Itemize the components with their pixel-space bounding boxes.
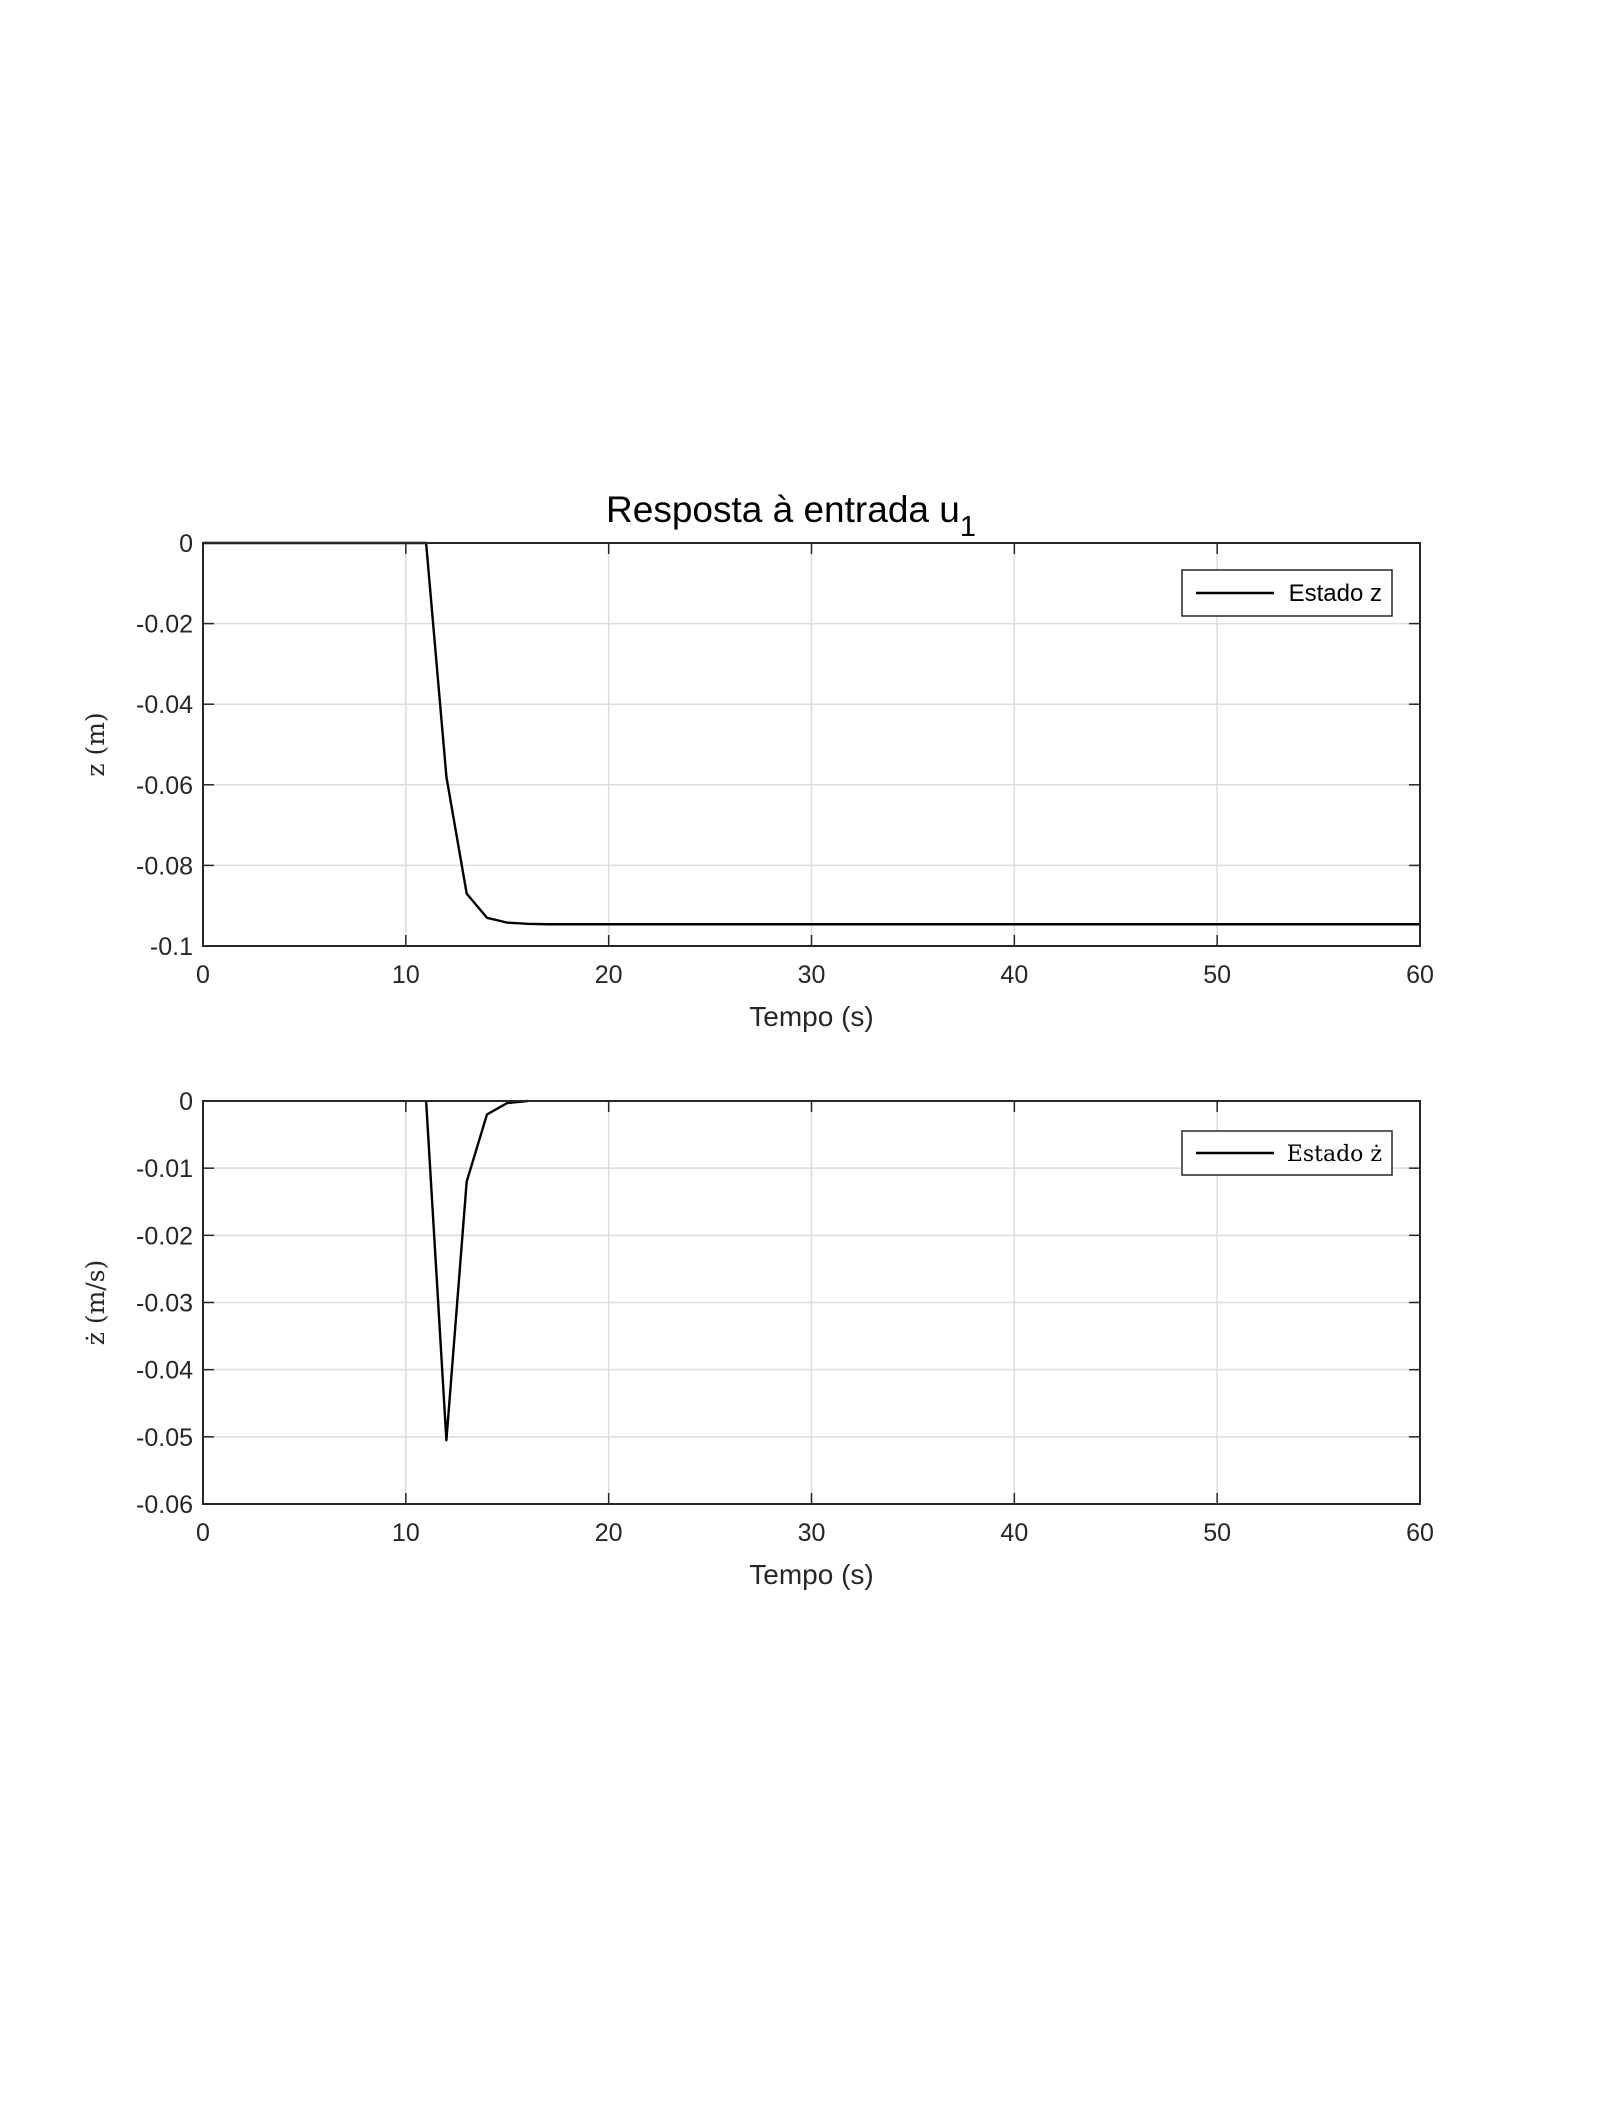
y-axis-label: z (m) [81,712,110,776]
subplot-2: 0 10 20 30 40 50 60 0 -0.01 -0.02 -0.03 -0.04 -0.05 -… [81,1088,1434,1590]
x-tick-label: 0 [196,961,210,989]
legend-label: Estado z [1289,580,1382,607]
y-tick-label: -0.06 [136,1491,193,1519]
y-tick-label: -0.03 [136,1290,193,1318]
x-tick-label: 10 [392,961,420,989]
legend-label: Estado ż [1287,1142,1382,1167]
y-axis-label: ż (m/s) [81,1260,110,1346]
x-tick-label: 0 [196,1519,210,1547]
x-tick-label: 40 [1000,961,1028,989]
y-tick-label: -0.06 [136,772,193,800]
y-tick-label: -0.02 [136,1222,193,1250]
x-axis-label: Tempo (s) [749,1559,873,1590]
y-tick-label: -0.1 [150,933,193,961]
x-tick-label: 50 [1203,961,1231,989]
x-tick-label: 20 [595,1519,623,1547]
y-tick-label: -0.08 [136,852,193,880]
figure-title-subscript: 1 [960,511,976,543]
legend: Estado ż [1181,1130,1393,1176]
figure-title-main: Resposta à entrada u [606,489,960,530]
x-tick-label: 50 [1203,1519,1231,1547]
subplot-1: 0 10 20 30 40 50 60 0 -0.02 -0.04 -0.06 -0.08 -0.1 Te… [81,530,1434,1032]
y-tick-label: -0.02 [136,611,193,639]
x-tick-label: 40 [1000,1519,1028,1547]
x-tick-label: 20 [595,961,623,989]
x-tick-label: 30 [798,1519,826,1547]
figure-title: Resposta à entrada u1 [606,489,976,543]
x-tick-label: 10 [392,1519,420,1547]
y-tick-label: 0 [179,530,193,558]
x-axis-label: Tempo (s) [749,1001,873,1032]
plots-container: 0 10 20 30 40 50 60 0 -0.02 -0.04 -0.06 -0.08 -0.1 Te… [81,530,1434,1590]
y-tick-label: -0.01 [136,1155,193,1183]
legend: Estado z [1181,569,1393,617]
y-tick-label: -0.04 [136,691,193,719]
series-line-1 [424,1099,528,1442]
y-tick-label: -0.04 [136,1357,193,1385]
x-tick-label: 30 [798,961,826,989]
y-tick-label: -0.05 [136,1424,193,1452]
x-tick-label: 60 [1406,961,1434,989]
series-line-1 [203,541,1420,926]
y-tick-label: 0 [179,1088,193,1116]
x-tick-label: 60 [1406,1519,1434,1547]
